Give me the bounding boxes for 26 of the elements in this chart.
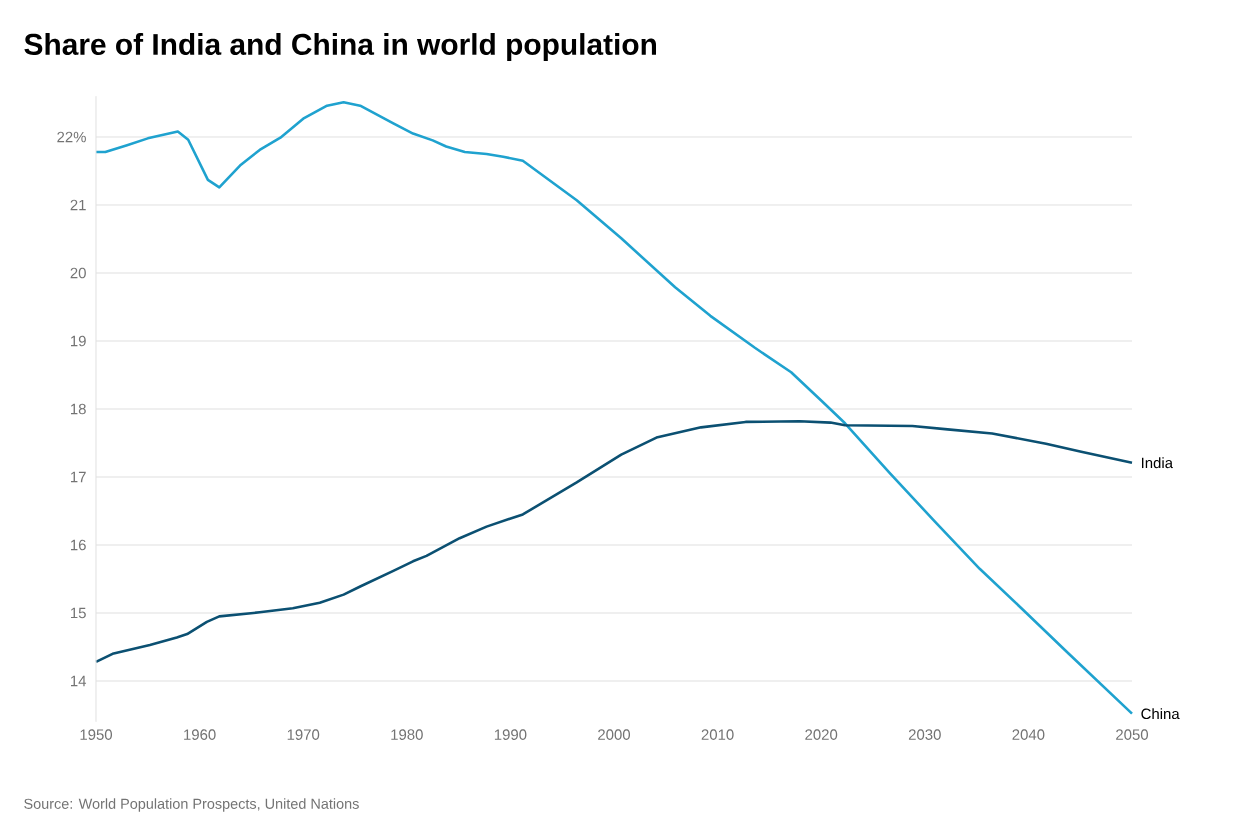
y-tick-label: 15 [71,607,86,619]
y-tick-label: 16 [71,539,86,551]
line-series [94,101,1134,715]
x-tick-label: 2030 [908,729,941,740]
chart-title: Share of India and China in world population [24,33,657,61]
x-tick-label: 2040 [1012,729,1045,740]
x-tick-label: 1980 [391,729,423,740]
x-tick-label: 2000 [598,729,631,740]
x-tick-label: 1990 [494,729,527,740]
x-tick-label: 2020 [805,729,838,740]
source-note: Source: World Population Prospects, United Nations [24,798,359,812]
x-tick-label: 2010 [701,729,734,740]
x-tick-label: 1950 [80,729,113,740]
x-tick-label: 1960 [184,729,216,740]
y-tick-label: 21 [70,199,86,211]
series-label: India [1141,457,1174,469]
series-label: China [1141,708,1180,720]
y-tick-label: 17 [71,471,86,483]
y-tick-label: 20 [70,267,86,279]
line-series [94,419,1134,664]
y-tick-label: 22% [57,131,86,143]
y-tick-label: 19 [71,335,86,347]
x-tick-label: 2050 [1116,729,1149,740]
y-tick-label: 14 [71,675,87,687]
x-tick-label: 1970 [287,729,320,740]
y-tick-label: 18 [71,403,86,415]
